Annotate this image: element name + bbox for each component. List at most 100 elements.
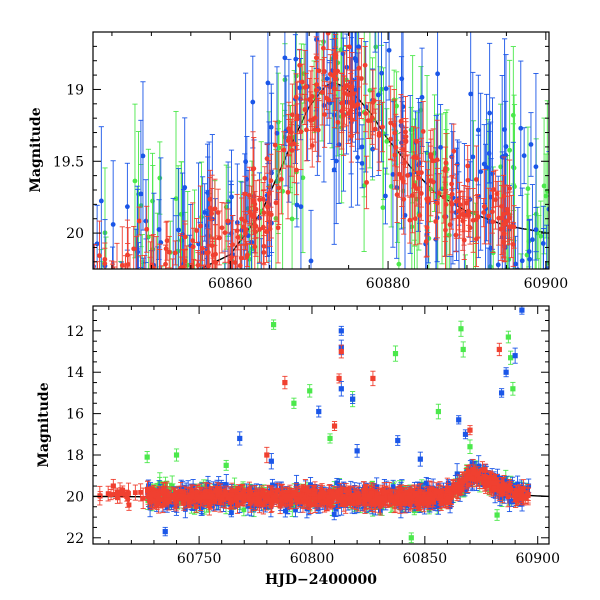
data-point [190, 244, 196, 250]
data-point [359, 160, 365, 166]
data-point [394, 103, 400, 109]
data-point [262, 175, 268, 181]
data-point [334, 480, 340, 486]
data-point [373, 44, 379, 50]
x-tick-label: 60860 [208, 276, 253, 292]
data-point [251, 214, 257, 220]
data-point [333, 158, 339, 164]
data-point [438, 144, 443, 150]
data-point [293, 94, 299, 100]
data-point [246, 193, 252, 198]
data-point [356, 44, 362, 50]
series-2-points [93, 32, 517, 269]
data-point [219, 225, 225, 231]
data-point [370, 146, 376, 152]
data-point [454, 198, 459, 204]
data-point [261, 243, 267, 249]
data-point [441, 194, 447, 200]
data-point [302, 85, 308, 90]
data-point [315, 127, 321, 133]
data-point [414, 186, 420, 192]
data-point [525, 186, 531, 192]
outlier-point [508, 355, 514, 361]
data-point [253, 206, 259, 212]
data-point [229, 194, 234, 200]
data-point [503, 144, 509, 149]
data-point [533, 227, 539, 233]
data-point [164, 238, 170, 244]
data-point [230, 242, 235, 248]
data-point [353, 87, 358, 93]
data-point [461, 490, 467, 496]
data-point [490, 219, 496, 225]
data-point [461, 237, 467, 243]
top-panel-zoom: 60860 60880 60900 19 19.5 20 Magnitude [28, 31, 568, 292]
data-point [493, 197, 499, 203]
data-point [488, 245, 494, 251]
data-point [134, 246, 140, 252]
data-point [274, 130, 280, 136]
outlier-point [467, 444, 473, 450]
data-point [339, 100, 345, 106]
data-point [430, 158, 436, 164]
outlier-point [460, 346, 466, 353]
data-point [316, 68, 322, 74]
data-point [297, 85, 303, 91]
data-point [380, 124, 385, 130]
data-point [541, 183, 547, 189]
data-point [348, 100, 354, 106]
data-point [356, 65, 362, 71]
data-point [294, 167, 299, 173]
data-point [297, 62, 303, 68]
data-point [335, 119, 341, 125]
data-point [518, 125, 524, 131]
data-point [195, 262, 201, 268]
data-point [209, 207, 215, 213]
data-point [468, 91, 474, 97]
data-point [414, 138, 420, 144]
data-point [342, 90, 347, 96]
data-point [505, 206, 510, 212]
top-panel-x-ticks: 60860 60880 60900 [111, 32, 568, 292]
data-point [298, 204, 304, 210]
data-point [176, 227, 182, 233]
data-point [510, 242, 516, 247]
data-point [388, 120, 394, 126]
data-point [420, 128, 426, 134]
top-panel-y-ticks: 19 19.5 20 [53, 31, 549, 263]
data-point [281, 147, 287, 153]
data-point [443, 165, 448, 171]
data-point [364, 180, 369, 185]
data-point [379, 70, 384, 76]
data-point [166, 249, 172, 255]
data-point [407, 217, 413, 223]
data-point [250, 99, 256, 105]
data-point [124, 204, 130, 210]
data-point [426, 196, 431, 202]
outlier-point [510, 386, 516, 392]
outlier-point [327, 435, 333, 442]
data-point [308, 98, 314, 104]
data-point [265, 80, 271, 86]
data-point [138, 191, 144, 197]
top-panel-y-axis-label: Magnitude [28, 107, 44, 192]
data-point [250, 166, 256, 172]
data-point [533, 164, 539, 170]
data-point [264, 156, 270, 162]
data-point [442, 214, 448, 220]
data-point [430, 179, 436, 185]
data-point [527, 256, 533, 262]
data-point [390, 172, 396, 177]
data-point [457, 207, 463, 213]
data-point [399, 76, 405, 82]
data-point [392, 152, 398, 158]
data-point [408, 127, 414, 133]
data-point [98, 198, 104, 204]
data-point [405, 173, 411, 178]
data-point [163, 261, 168, 267]
data-point [481, 204, 487, 210]
data-point [260, 224, 266, 230]
data-point [416, 170, 422, 176]
data-point [507, 147, 513, 153]
